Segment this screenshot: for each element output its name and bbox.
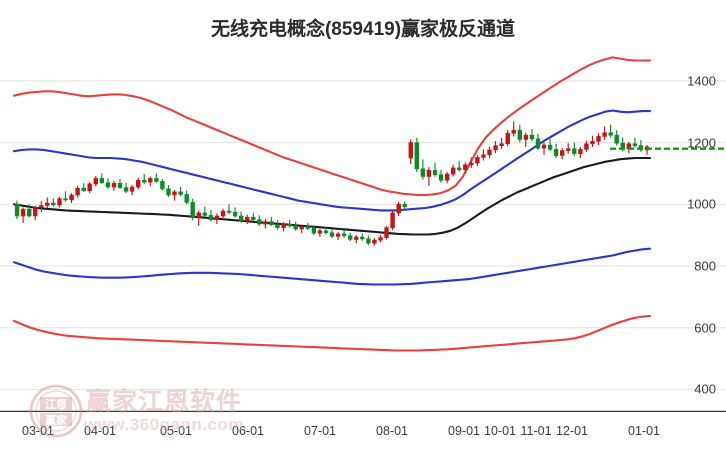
y-tick-label: 800: [694, 258, 716, 274]
candlestick-series: [14, 121, 650, 246]
chart-title: 无线充电概念(859419)赢家极反通道: [210, 19, 516, 40]
channel-bands: [12, 56, 652, 352]
y-tick-label: 400: [694, 381, 716, 397]
svg-text:赢家: 赢家: [45, 413, 68, 427]
x-tick-label: 12-01: [556, 424, 588, 438]
y-tick-label: 1200: [687, 135, 716, 151]
x-tick-label: 04-01: [84, 424, 116, 438]
x-tick-label: 01-01: [628, 424, 660, 438]
x-tick-label: 10-01: [484, 424, 516, 438]
x-tick-label: 07-01: [304, 424, 336, 438]
brand-watermark: 赢家江恩软件: [86, 388, 243, 416]
x-tick-label: 08-01: [376, 424, 408, 438]
x-tick-label: 03-01: [22, 424, 54, 438]
price-plot-svg: [0, 56, 726, 412]
x-tick-label: 09-01: [448, 424, 480, 438]
y-tick-label: 1400: [687, 73, 716, 89]
x-tick-label: 11-01: [520, 424, 552, 438]
x-tick-label: 05-01: [160, 424, 192, 438]
x-tick-label: 06-01: [232, 424, 264, 438]
y-tick-label: 1000: [687, 196, 716, 212]
seal-watermark-icon: 江恩 赢家: [29, 384, 83, 438]
axis-line: [0, 410, 726, 412]
gridlines: [0, 80, 726, 390]
svg-text:江恩: 江恩: [45, 397, 67, 411]
url-watermark: www.360gann.com: [84, 415, 244, 434]
plot-area[interactable]: [0, 42, 726, 412]
y-axis: 1400 1200 1000 800 600 400: [0, 42, 726, 412]
y-tick-label: 600: [694, 320, 716, 336]
x-axis: 03-01 04-01 05-01 06-01 07-01 08-01 09-01 10-01…: [0, 424, 726, 444]
